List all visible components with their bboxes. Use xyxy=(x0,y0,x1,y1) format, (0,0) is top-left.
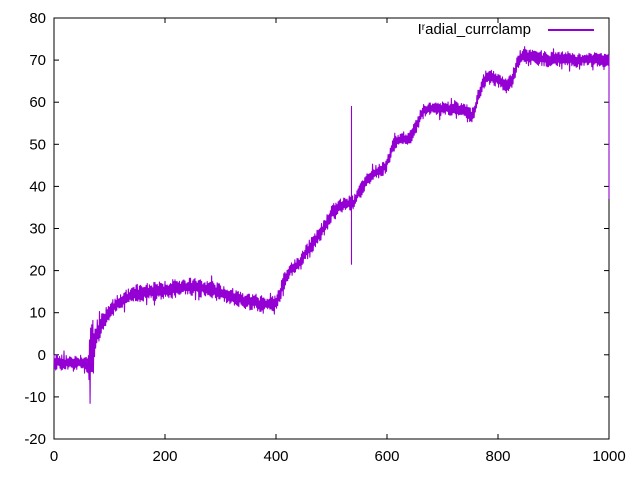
plot-border xyxy=(53,17,610,440)
legend: Iradial_currclamp xyxy=(418,21,594,38)
legend-line-sample xyxy=(548,28,594,31)
y-tick-label: 80 xyxy=(29,10,46,27)
x-tick-label: 1000 xyxy=(592,448,625,465)
series-line xyxy=(53,46,610,404)
x-tick-label: 0 xyxy=(50,448,58,465)
legend-label-rest: adial_currclamp xyxy=(425,21,531,38)
y-tick-label: 50 xyxy=(29,136,46,153)
y-tick-label: 70 xyxy=(29,52,46,69)
x-tick-label: 200 xyxy=(152,448,177,465)
x-tick-label: 600 xyxy=(374,448,399,465)
y-tick-label: -10 xyxy=(24,389,46,406)
legend-label: Iradial_currclamp xyxy=(418,21,531,38)
x-tick-label: 800 xyxy=(485,448,510,465)
y-tick-label: 60 xyxy=(29,94,46,111)
legend-label-prefix: I xyxy=(417,21,422,38)
y-tick-label: -20 xyxy=(24,431,46,448)
y-tick-label: 10 xyxy=(29,305,46,322)
y-tick-label: 40 xyxy=(29,178,46,195)
x-tick-label: 400 xyxy=(263,448,288,465)
y-tick-label: 0 xyxy=(38,347,46,364)
y-tick-label: 30 xyxy=(29,221,46,238)
y-tick-label: 20 xyxy=(29,263,46,280)
legend-label-superscript: r xyxy=(421,22,426,33)
